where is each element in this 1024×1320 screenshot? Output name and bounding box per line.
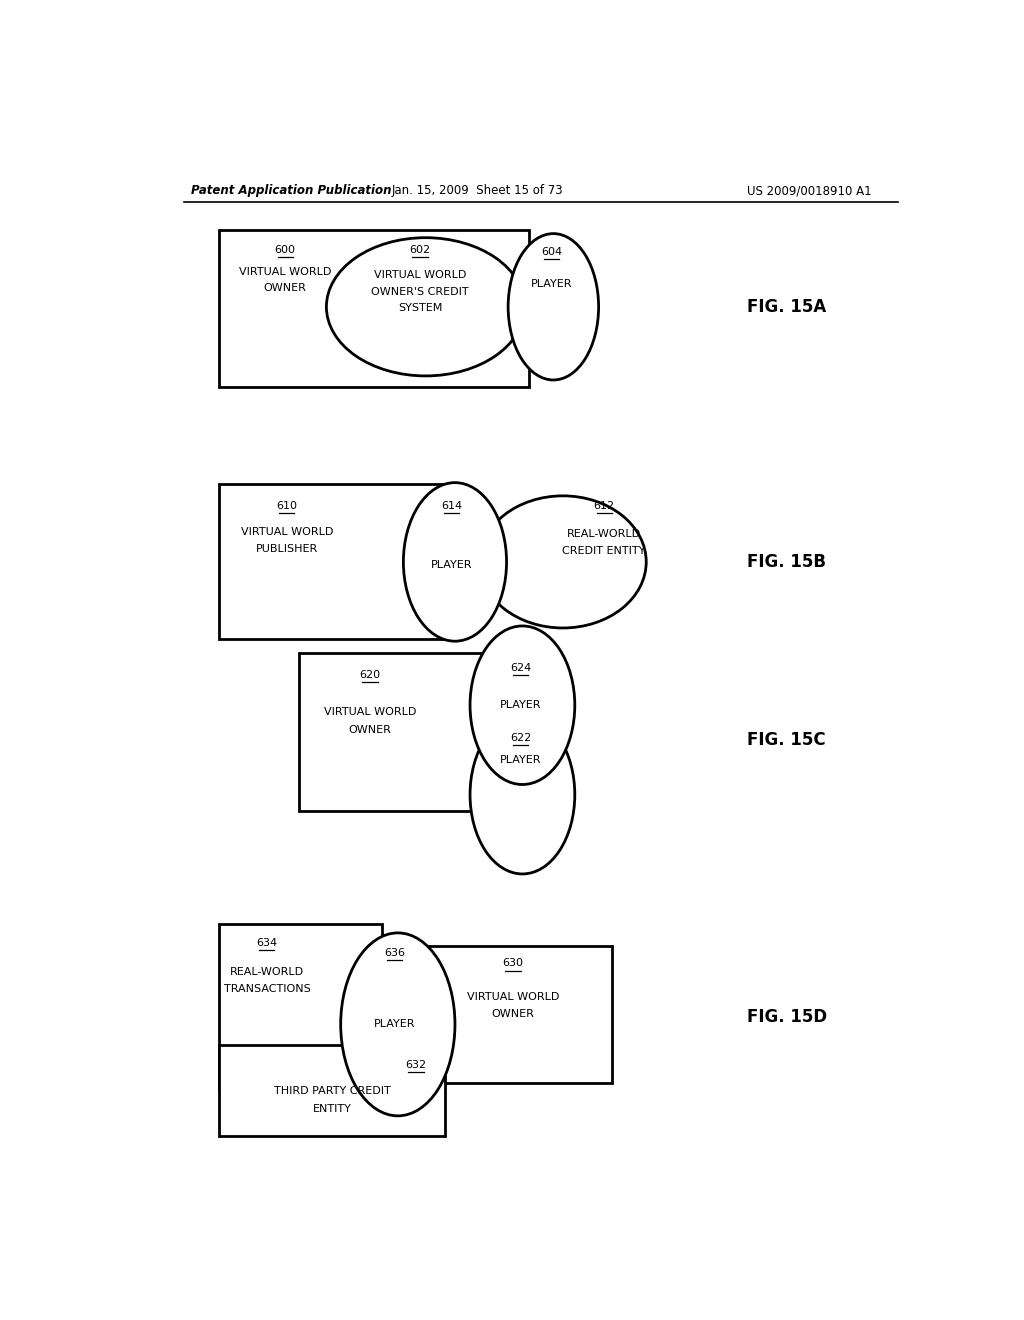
Text: CREDIT ENTITY: CREDIT ENTITY <box>562 545 646 556</box>
Text: VIRTUAL WORLD: VIRTUAL WORLD <box>239 267 332 277</box>
Text: OWNER: OWNER <box>348 725 391 735</box>
Text: FIG. 15D: FIG. 15D <box>748 1008 827 1026</box>
Ellipse shape <box>470 626 574 784</box>
Text: VIRTUAL WORLD: VIRTUAL WORLD <box>467 991 559 1002</box>
Text: 610: 610 <box>276 502 297 511</box>
Text: 622: 622 <box>510 733 531 743</box>
Bar <box>219 924 382 1092</box>
Text: 636: 636 <box>384 948 406 958</box>
Text: PLAYER: PLAYER <box>500 755 542 766</box>
Text: OWNER'S CREDIT: OWNER'S CREDIT <box>372 286 469 297</box>
Text: 632: 632 <box>406 1060 427 1071</box>
Ellipse shape <box>479 496 646 628</box>
Bar <box>219 1044 445 1137</box>
Ellipse shape <box>327 238 525 376</box>
Ellipse shape <box>403 483 507 642</box>
Text: VIRTUAL WORLD: VIRTUAL WORLD <box>324 708 416 717</box>
Text: THIRD PARTY CREDIT: THIRD PARTY CREDIT <box>274 1086 391 1097</box>
Text: 624: 624 <box>510 663 531 673</box>
Ellipse shape <box>470 715 574 874</box>
Text: FIG. 15C: FIG. 15C <box>748 731 825 748</box>
Text: SYSTEM: SYSTEM <box>398 302 442 313</box>
Text: OWNER: OWNER <box>264 284 306 293</box>
Ellipse shape <box>341 933 455 1115</box>
Text: REAL-WORLD: REAL-WORLD <box>567 529 641 540</box>
Bar <box>219 230 528 387</box>
Text: 612: 612 <box>594 502 614 511</box>
Text: TRANSACTIONS: TRANSACTIONS <box>223 983 310 994</box>
Text: PLAYER: PLAYER <box>374 1019 416 1030</box>
Text: VIRTUAL WORLD: VIRTUAL WORLD <box>374 271 466 280</box>
Text: 630: 630 <box>503 958 523 969</box>
Bar <box>418 946 612 1084</box>
Text: Patent Application Publication: Patent Application Publication <box>191 185 392 198</box>
Text: OWNER: OWNER <box>492 1010 535 1019</box>
Ellipse shape <box>508 234 599 380</box>
Text: FIG. 15B: FIG. 15B <box>748 553 826 572</box>
Text: PLAYER: PLAYER <box>431 560 472 570</box>
Text: REAL-WORLD: REAL-WORLD <box>229 966 304 977</box>
Text: 602: 602 <box>410 246 431 255</box>
Text: 634: 634 <box>256 939 278 948</box>
Text: PLAYER: PLAYER <box>500 700 542 710</box>
Text: 600: 600 <box>274 246 296 255</box>
Text: PLAYER: PLAYER <box>531 280 572 289</box>
Text: Jan. 15, 2009  Sheet 15 of 73: Jan. 15, 2009 Sheet 15 of 73 <box>391 185 563 198</box>
Text: FIG. 15A: FIG. 15A <box>748 298 826 315</box>
Bar <box>219 483 445 639</box>
Text: 614: 614 <box>441 502 463 511</box>
Text: US 2009/0018910 A1: US 2009/0018910 A1 <box>748 185 871 198</box>
Text: ENTITY: ENTITY <box>313 1104 352 1114</box>
Text: 620: 620 <box>359 669 381 680</box>
Text: PUBLISHER: PUBLISHER <box>256 544 317 553</box>
Text: 604: 604 <box>542 247 562 257</box>
Text: VIRTUAL WORLD: VIRTUAL WORLD <box>241 528 333 537</box>
Bar <box>299 653 501 810</box>
